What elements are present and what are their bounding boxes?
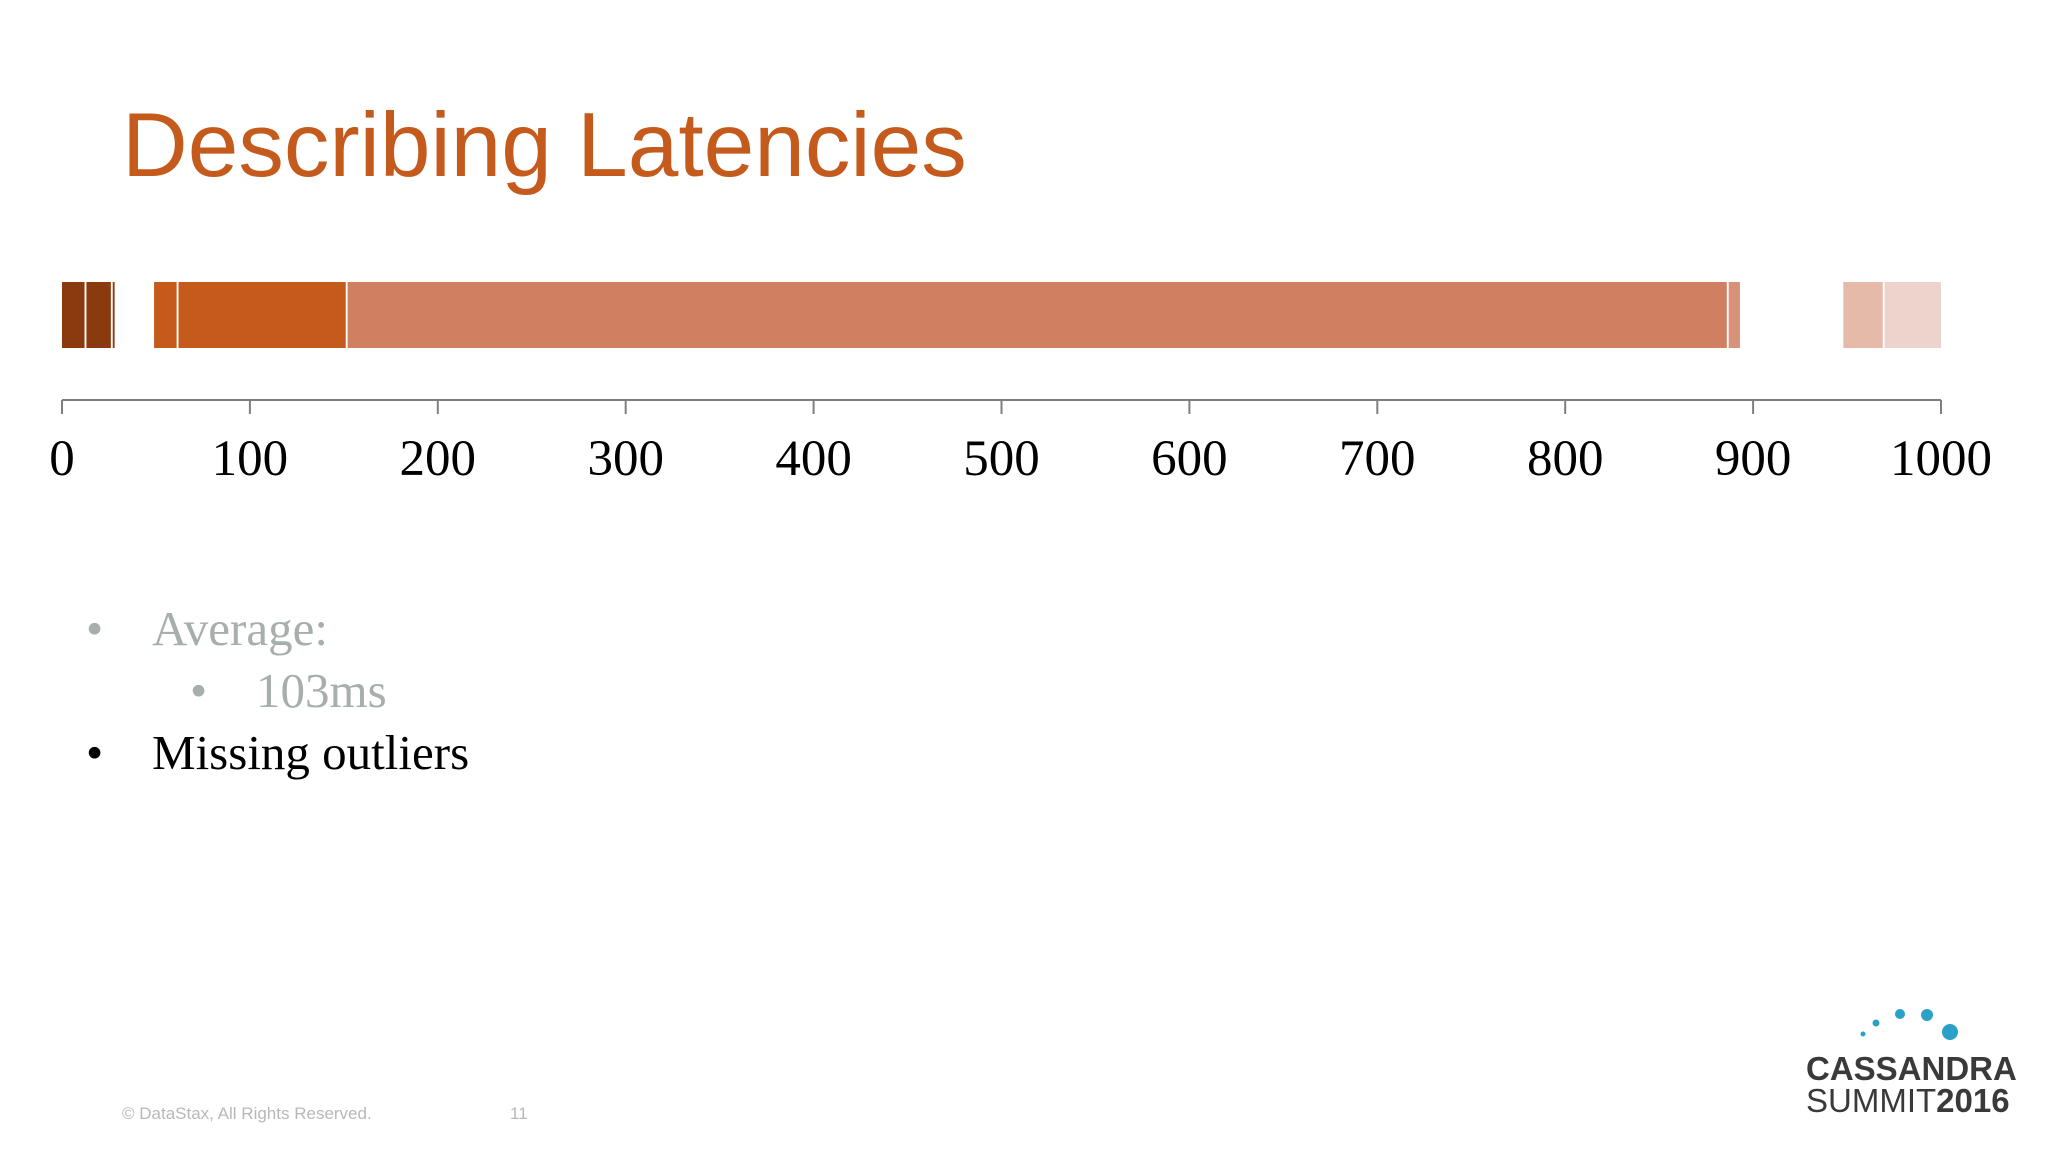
bullet-text: Missing outliers [152, 725, 470, 780]
tick-label: 400 [775, 431, 852, 487]
bullet-dot: • [190, 663, 208, 718]
bar-segment [112, 282, 115, 348]
tick-label: 300 [587, 431, 664, 487]
bar-segment [86, 282, 111, 348]
bullet-dot: • [86, 601, 104, 656]
logo-line1: CASSANDRA [1806, 1050, 2017, 1087]
bar-segment [1728, 282, 1740, 348]
bullet-text: Average: [152, 601, 328, 656]
cassandra-summit-logo: CASSANDRA SUMMIT2016 [1800, 1000, 2030, 1120]
bar-segment [178, 282, 346, 348]
tick-label: 1000 [1890, 431, 1992, 487]
footer-page-number: 11 [510, 1104, 528, 1123]
bar-segment [1884, 282, 1941, 348]
tick-label: 700 [1339, 431, 1416, 487]
logo-line2: SUMMIT2016 [1806, 1082, 2010, 1120]
bar-segment [62, 282, 85, 348]
tick-label: 200 [400, 431, 477, 487]
bullet-text: 103ms [256, 663, 387, 718]
tick-label: 500 [963, 431, 1040, 487]
tick-label: 0 [49, 431, 75, 487]
tick-label: 100 [212, 431, 289, 487]
bar-segment [347, 282, 1727, 348]
tick-label: 900 [1715, 431, 1792, 487]
latency-bar-chart: 0 100 200 300 400 500 600 700 800 900 1000 [49, 282, 1992, 487]
logo-dots-icon [1860, 1009, 1958, 1040]
x-axis: 0 100 200 300 400 500 600 700 800 900 1000 [49, 399, 1992, 487]
bar-segment [1843, 282, 1883, 348]
tick-label: 800 [1527, 431, 1604, 487]
bar-segments [62, 282, 1941, 348]
footer-copyright: © DataStax, All Rights Reserved. [122, 1104, 372, 1123]
logo-summit: SUMMIT [1806, 1082, 1937, 1119]
bullet-dot: • [86, 725, 104, 780]
logo-year: 2016 [1936, 1082, 2010, 1119]
slide-title: Describing Latencies [122, 95, 967, 196]
tick-label: 600 [1151, 431, 1228, 487]
bar-segment [154, 282, 177, 348]
